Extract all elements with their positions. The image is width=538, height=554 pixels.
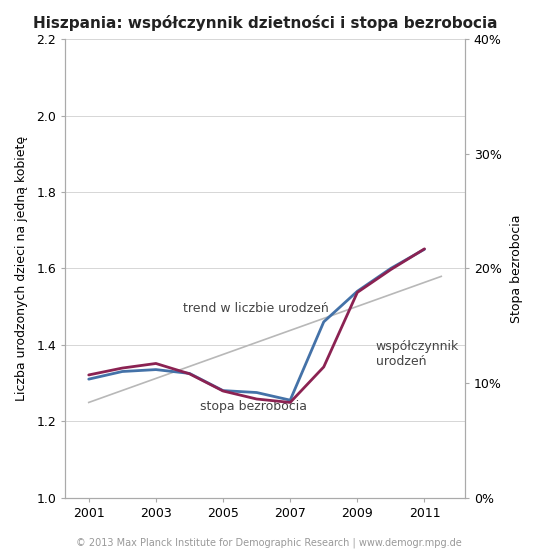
Text: © 2013 Max Planck Institute for Demographic Research | www.demogr.mpg.de: © 2013 Max Planck Institute for Demograp…: [76, 538, 462, 548]
Text: współczynnik
urodzeń: współczynnik urodzeń: [376, 340, 459, 368]
Text: stopa bezrobocia: stopa bezrobocia: [200, 400, 307, 413]
Title: Hiszpania: współczynnik dzietności i stopa bezrobocia: Hiszpania: współczynnik dzietności i sto…: [33, 15, 497, 31]
Y-axis label: Stopa bezrobocia: Stopa bezrobocia: [510, 214, 523, 322]
Text: trend w liczbie urodzeń: trend w liczbie urodzeń: [183, 302, 329, 315]
Y-axis label: Liczba urodzonych dzieci na jedną kobietę: Liczba urodzonych dzieci na jedną kobiet…: [15, 136, 28, 401]
